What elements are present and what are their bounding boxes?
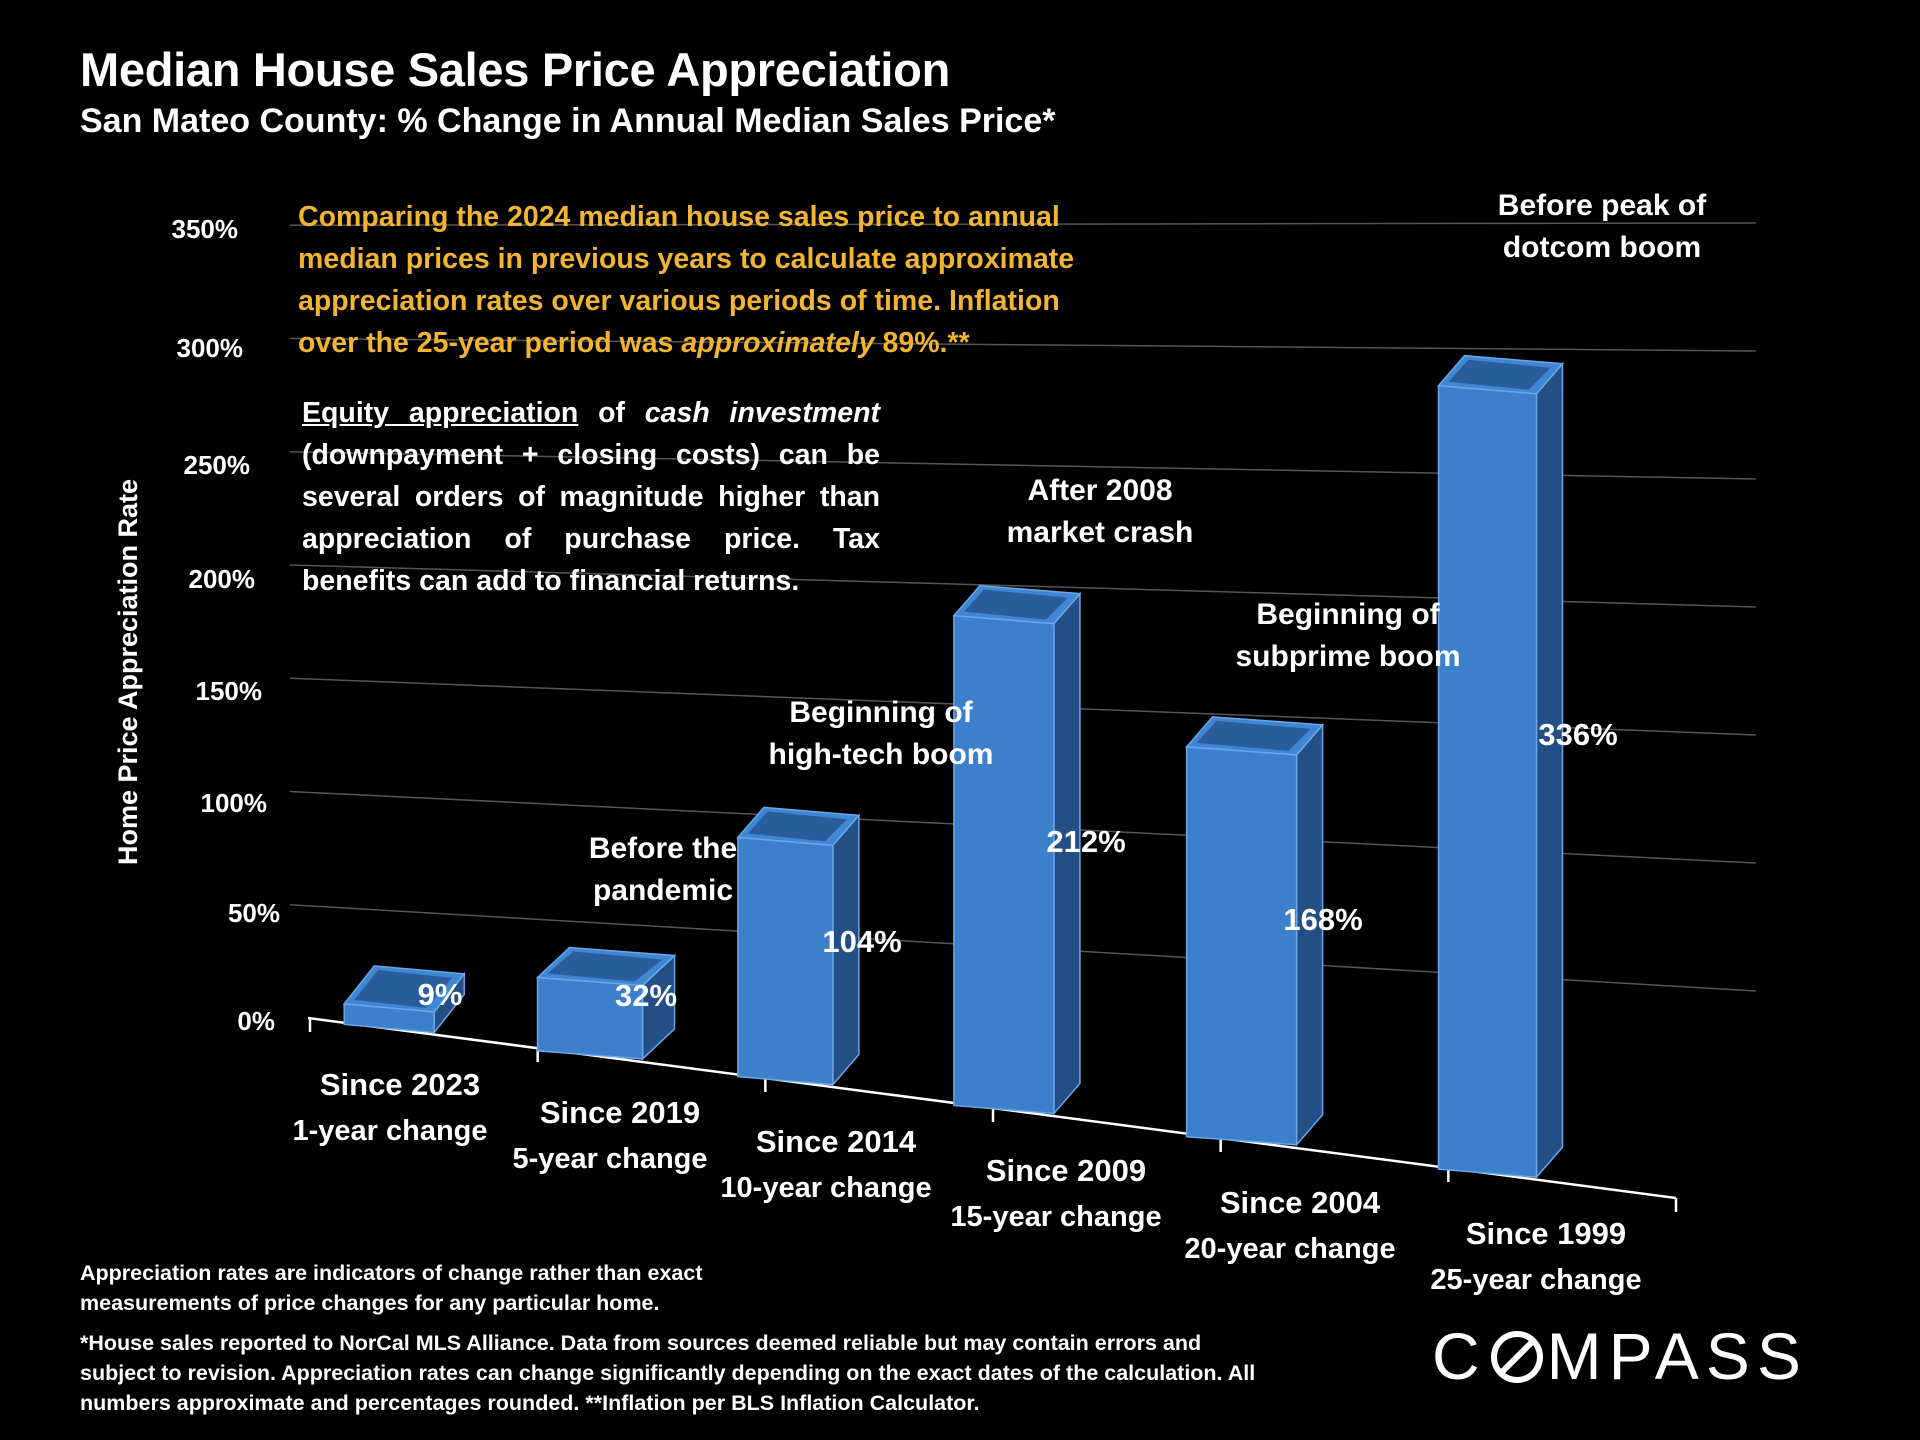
equity-text-1: of — [578, 397, 645, 429]
bar-3 — [952, 584, 1082, 1116]
bar-annotation: Before the pandemic — [589, 832, 737, 907]
compass-logo: C MPASS — [1432, 1319, 1808, 1393]
bar-0 — [342, 965, 466, 1035]
labels: 9% Since 2023 1-year change 32% Since 2019 5-… — [292, 189, 1707, 1296]
bar-front-face — [1185, 746, 1298, 1146]
bar-annotation-line: Beginning of — [1256, 598, 1440, 631]
bar-annotation-line: market crash — [1007, 516, 1194, 549]
footnote-sources: *House sales reported to NorCal MLS Alli… — [80, 1331, 1256, 1415]
x-category-label: Since 2023 — [320, 1067, 480, 1102]
methodology-text-2: 89%.** — [874, 327, 970, 359]
compass-o-icon — [1490, 1331, 1543, 1383]
bar-side-face — [1535, 361, 1564, 1180]
bar-annotation-line: dotcom boom — [1503, 231, 1701, 264]
bar-top-inner — [547, 951, 663, 982]
bar-top-inner — [747, 811, 847, 842]
x-category-label: Since 1999 — [1466, 1216, 1626, 1251]
bar-annotation: After 2008 market crash — [1007, 474, 1194, 549]
equity-underlined: Equity appreciation — [302, 397, 579, 429]
equity-text-2: (downpayment + closing costs) can be sev… — [302, 439, 880, 597]
gridline-300 — [289, 337, 1757, 352]
bar-annotation-line: Beginning of — [789, 696, 973, 729]
bar-annotation: Beginning of subprime boom — [1235, 598, 1460, 673]
bar-annotation-line: subprime boom — [1235, 640, 1460, 673]
methodology-note: Comparing the 2024 median house sales pr… — [298, 196, 1118, 364]
bar-annotation-line: high-tech boom — [769, 738, 994, 771]
y-tick-label: 200% — [189, 564, 256, 594]
y-tick-label: 100% — [201, 788, 268, 818]
bar-top-inner — [1448, 359, 1551, 390]
y-tick-label: 300% — [177, 333, 244, 363]
y-tick-label: 50% — [228, 898, 280, 928]
bar-5 — [1436, 354, 1565, 1180]
x-category-label: Since 2004 — [1220, 1185, 1381, 1220]
x-category-sublabel: 10-year change — [720, 1172, 931, 1204]
methodology-text-1: Comparing the 2024 median house sales pr… — [298, 201, 1075, 359]
x-category-label: Since 2009 — [986, 1153, 1146, 1188]
y-tick-label: 0% — [237, 1006, 275, 1036]
bar-2 — [736, 806, 861, 1087]
chart-subtitle: San Mateo County: % Change in Annual Med… — [80, 102, 1056, 140]
x-category-label: Since 2019 — [540, 1095, 700, 1130]
equity-emphasis: cash investment — [644, 397, 880, 429]
bar-annotation-line: After 2008 — [1027, 474, 1172, 507]
x-category-label: Since 2014 — [756, 1124, 917, 1159]
bar-annotation-line: Before peak of — [1498, 189, 1707, 222]
y-tick-label: 350% — [172, 214, 239, 244]
y-tick-label: 150% — [196, 676, 263, 706]
bar-front-face — [953, 614, 1055, 1115]
bar-value-label: 212% — [1046, 824, 1125, 859]
bar-top-inner — [1196, 720, 1311, 751]
bar-top-inner — [963, 589, 1068, 620]
y-axis-label: Home Price Appreciation Rate — [113, 479, 143, 865]
x-category-sublabel: 20-year change — [1184, 1233, 1395, 1265]
bar-front-face — [1437, 384, 1538, 1178]
bar-value-label: 336% — [1538, 717, 1617, 752]
footnote-disclaimer: Appreciation rates are indicators of cha… — [80, 1261, 703, 1315]
bar-value-label: 9% — [418, 977, 463, 1012]
bar-annotation: Before peak of dotcom boom — [1498, 189, 1707, 264]
x-category-sublabel: 5-year change — [512, 1143, 707, 1175]
bar-annotation-line: Before the — [589, 832, 737, 865]
x-category-sublabel: 25-year change — [1430, 1264, 1641, 1296]
bar-4 — [1185, 716, 1325, 1147]
y-tick-label: 250% — [184, 450, 251, 480]
bar-front-face — [737, 836, 834, 1086]
bar-annotation: Beginning of high-tech boom — [769, 696, 994, 771]
gridline-350 — [289, 222, 1757, 226]
bar-annotation-line: pandemic — [593, 874, 733, 907]
equity-note: Equity appreciation of cash investment (… — [302, 392, 880, 602]
bar-1 — [535, 946, 677, 1061]
x-category-sublabel: 15-year change — [950, 1201, 1161, 1233]
bar-value-label: 168% — [1283, 902, 1362, 937]
bar-top-inner — [354, 969, 453, 1008]
x-category-sublabel: 1-year change — [292, 1115, 487, 1147]
bars — [342, 354, 1565, 1180]
chart-title: Median House Sales Price Appreciation — [80, 43, 950, 96]
methodology-emphasis: approximately — [681, 327, 875, 359]
bar-value-label: 32% — [615, 978, 677, 1013]
bar-value-label: 104% — [822, 924, 901, 959]
